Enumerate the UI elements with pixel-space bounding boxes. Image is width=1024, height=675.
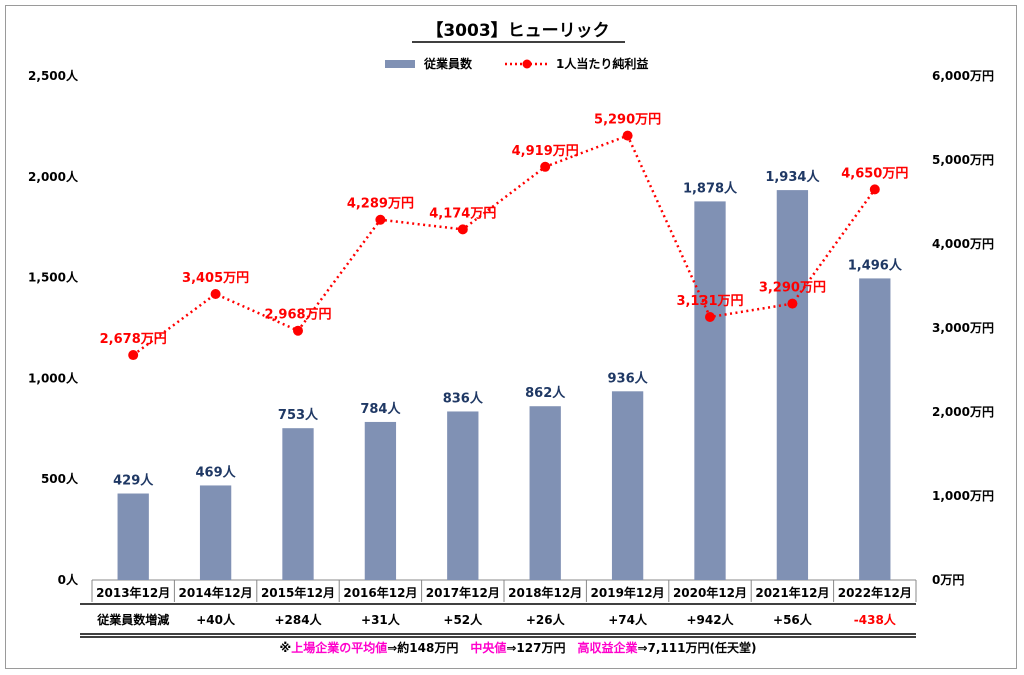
x-tick-label: 2016年12月 xyxy=(343,585,417,600)
footnote-median-label: 中央値 xyxy=(470,640,506,655)
y-left-tick-label: 2,000人 xyxy=(28,169,79,184)
footnote-high-label: 高収益企業 xyxy=(577,640,638,655)
y-left-tick-label: 500人 xyxy=(41,471,79,486)
line-point xyxy=(457,224,468,235)
x-tick-label: 2015年12月 xyxy=(261,585,335,600)
bar xyxy=(282,428,314,580)
y-left-tick-label: 0人 xyxy=(58,572,79,587)
bar xyxy=(529,406,561,580)
x-tick-label: 2019年12月 xyxy=(591,585,665,600)
bar-data-label: 862人 xyxy=(525,385,566,401)
table-row-label: 従業員数増減 xyxy=(96,612,169,627)
line-data-label: 3,290万円 xyxy=(759,281,826,296)
line-point xyxy=(622,130,633,141)
y-right-tick-label: 1,000万円 xyxy=(932,489,994,503)
bar-data-label: 1,496人 xyxy=(848,257,903,273)
chart-frame xyxy=(5,5,1017,669)
table-cell: +56人 xyxy=(773,612,813,627)
line-point xyxy=(293,325,303,336)
table-cell: +31人 xyxy=(361,612,401,627)
y-right-tick-label: 5,000万円 xyxy=(932,153,994,167)
y-right-tick-label: 3,000万円 xyxy=(932,321,994,335)
y-left-tick-label: 1,000人 xyxy=(28,370,79,385)
bar-data-label: 469人 xyxy=(196,464,237,480)
legend: 従業員数 1人当たり純利益 xyxy=(385,56,648,71)
bar-series: 429人 469人 753人 784人 836人 862人 936人 1,878人 1,934人… xyxy=(113,169,903,581)
table-cell: +942人 xyxy=(686,612,734,627)
x-tick-label: 2021年12月 xyxy=(755,585,829,600)
bar xyxy=(776,190,809,581)
line-data-label: 3,405万円 xyxy=(182,271,249,286)
line-data-label: 4,650万円 xyxy=(841,166,908,181)
line-point xyxy=(787,298,798,309)
line-point xyxy=(540,161,551,172)
line-data-label: 2,968万円 xyxy=(264,308,331,323)
line-point xyxy=(128,350,139,361)
y-left-tick-label: 1,500人 xyxy=(28,270,79,285)
y-right-tick-label: 0万円 xyxy=(932,573,964,587)
footnote-prefix: ※ xyxy=(280,641,292,655)
bar-data-label: 936人 xyxy=(608,370,649,386)
y-left-tick-label: 2,500人 xyxy=(28,68,79,83)
table-cell: +52人 xyxy=(443,612,483,627)
x-tick-label: 2022年12月 xyxy=(838,585,912,600)
footnote-median-value: ⇒127万円 xyxy=(506,641,565,655)
line-data-label: 4,174万円 xyxy=(429,206,496,221)
bar-data-label: 753人 xyxy=(278,407,319,423)
delta-table: 従業員数増減 +40人 +284人 +31人 +52人 +26人 +74人 +942人 +56人… xyxy=(80,603,916,638)
bar-data-label: 1,934人 xyxy=(765,169,820,185)
footnote-avg-label: 上場企業の平均値 xyxy=(291,640,387,655)
line-data-label: 2,678万円 xyxy=(100,332,167,347)
footnote-avg-value: ⇒約148万円 xyxy=(387,640,458,655)
bar-data-label: 429人 xyxy=(113,473,154,489)
bar xyxy=(364,421,397,580)
bar-data-label: 784人 xyxy=(360,401,401,417)
x-tick-label: 2014年12月 xyxy=(179,585,253,600)
footnote: ※上場企業の平均値⇒約148万円 中央値⇒127万円 高収益企業⇒7,111万円(任… xyxy=(280,640,757,655)
x-tick-label: 2018年12月 xyxy=(508,585,582,600)
bar xyxy=(117,493,149,580)
line-data-label: 4,289万円 xyxy=(347,197,414,212)
y-right-tick-label: 4,000万円 xyxy=(932,237,994,251)
legend-bar-swatch xyxy=(385,60,415,68)
legend-line-marker xyxy=(522,59,532,69)
line-point xyxy=(869,184,880,195)
bar-data-label: 1,878人 xyxy=(683,180,738,196)
line-data-label: 4,919万円 xyxy=(512,144,579,159)
line-point xyxy=(375,214,386,225)
footnote-high-value: ⇒7,111万円(任天堂) xyxy=(637,640,756,655)
line-point xyxy=(705,311,715,322)
line-data-label: 5,290万円 xyxy=(594,113,661,128)
x-tick-label: 2020年12月 xyxy=(673,585,747,600)
y-right-tick-label: 2,000万円 xyxy=(932,405,994,419)
line-point xyxy=(210,288,221,299)
bar xyxy=(611,391,644,580)
chart-title: 【3003】ヒューリック xyxy=(426,20,609,41)
line-data-label: 3,131万円 xyxy=(676,294,743,309)
bar xyxy=(859,278,891,580)
legend-line-label: 1人当たり純利益 xyxy=(556,56,648,71)
bar xyxy=(694,201,726,580)
x-tick-label: 2017年12月 xyxy=(426,585,500,600)
bar xyxy=(447,411,479,580)
line-path xyxy=(132,134,876,357)
axes: 0人 500人 1,000人 1,500人 2,000人 2,500人 0万円 1,000万円… xyxy=(28,68,994,602)
table-cell: +40人 xyxy=(196,612,236,627)
y-right-tick-label: 6,000万円 xyxy=(932,69,994,83)
table-cell: +74人 xyxy=(608,612,648,627)
line-series: 2,678万円 3,405万円 2,968万円 4,289万円 4,174万円 4,919… xyxy=(100,113,908,361)
bar xyxy=(199,485,232,580)
table-cell: -438人 xyxy=(854,612,897,627)
legend-bar-label: 従業員数 xyxy=(423,56,473,71)
table-cell: +284人 xyxy=(274,612,322,627)
bar-data-label: 836人 xyxy=(443,390,484,406)
table-cell: +26人 xyxy=(526,612,566,627)
x-tick-label: 2013年12月 xyxy=(96,585,170,600)
